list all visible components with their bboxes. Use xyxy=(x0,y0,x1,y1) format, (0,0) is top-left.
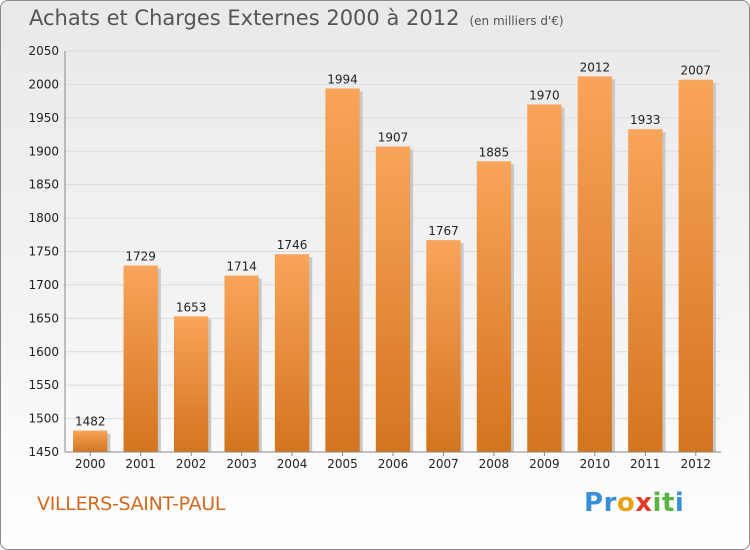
logo-letter: i xyxy=(652,488,662,518)
bar-value-label: 1885 xyxy=(479,145,510,159)
bar xyxy=(678,79,713,452)
bar xyxy=(476,161,512,452)
logo-letter: i xyxy=(674,488,685,518)
bar-value-label: 1714 xyxy=(226,260,257,274)
x-tick-label: 2010 xyxy=(580,457,611,471)
y-tick-label: 1600 xyxy=(28,345,59,359)
y-tick-label: 1950 xyxy=(28,111,59,125)
x-tick-label: 2003 xyxy=(226,457,257,471)
x-tick-label: 2001 xyxy=(125,457,156,471)
bar-value-label: 1653 xyxy=(176,300,207,314)
bar-value-label: 1907 xyxy=(378,131,409,145)
x-tick-label: 2008 xyxy=(479,457,510,471)
bar xyxy=(527,104,562,452)
labels: 1450 1500 1550 1600 1650 1700 1750 1800 1850 1900… xyxy=(28,44,711,471)
bar-value-label: 1746 xyxy=(277,238,308,252)
bar-value-label: 1482 xyxy=(75,415,106,429)
chart-title: Achats et Charges Externes 2000 à 2012 (e… xyxy=(29,6,564,30)
bar xyxy=(426,240,461,452)
bar-value-label: 1767 xyxy=(428,224,459,238)
logo-letter: P xyxy=(584,488,604,518)
logo-letter: r xyxy=(603,488,617,518)
chart-subtitle: (en milliers d'€) xyxy=(469,14,564,28)
bar-value-label: 1933 xyxy=(630,113,661,127)
location-name: VILLERS-SAINT-PAUL xyxy=(37,493,226,515)
y-tick-label: 2000 xyxy=(28,77,59,91)
bar-value-label: 1729 xyxy=(125,250,156,264)
bar xyxy=(73,430,108,452)
y-tick-label: 1650 xyxy=(28,311,59,325)
x-tick-label: 2000 xyxy=(75,457,106,471)
x-tick-label: 2012 xyxy=(680,457,711,471)
bar-value-label: 2007 xyxy=(680,64,711,78)
x-tick-label: 2004 xyxy=(277,457,308,471)
bar xyxy=(123,265,158,452)
logo-letter: x xyxy=(635,488,653,518)
x-tick-label: 2009 xyxy=(529,457,560,471)
y-tick-label: 1500 xyxy=(28,412,59,426)
y-tick-label: 2050 xyxy=(28,44,59,58)
logo-letter: t xyxy=(661,488,675,518)
bar xyxy=(628,129,663,452)
bar xyxy=(274,254,310,452)
x-tick-label: 2011 xyxy=(630,457,661,471)
y-tick-label: 1900 xyxy=(28,144,59,158)
y-tick-label: 1750 xyxy=(28,245,59,259)
x-tick-label: 2007 xyxy=(428,457,459,471)
bar xyxy=(224,275,259,452)
axes xyxy=(64,51,721,456)
bar-value-label: 2012 xyxy=(580,60,611,74)
proxiti-logo: Proxiti xyxy=(584,488,684,518)
y-tick-label: 1550 xyxy=(28,378,59,392)
y-tick-label: 1850 xyxy=(28,178,59,192)
chart-title-text: Achats et Charges Externes 2000 à 2012 xyxy=(29,6,460,30)
logo-letter: o xyxy=(616,488,636,518)
x-tick-label: 2002 xyxy=(176,457,207,471)
y-tick-label: 1700 xyxy=(28,278,59,292)
x-tick-label: 2006 xyxy=(378,457,409,471)
bar-value-label: 1994 xyxy=(327,72,358,86)
bars xyxy=(73,76,716,453)
bar-value-label: 1970 xyxy=(529,88,560,102)
bar xyxy=(375,146,411,453)
y-tick-label: 1450 xyxy=(28,445,59,459)
bar xyxy=(173,316,209,452)
bar xyxy=(577,76,613,452)
bar xyxy=(325,88,360,452)
y-tick-label: 1800 xyxy=(28,211,59,225)
x-tick-label: 2005 xyxy=(327,457,358,471)
